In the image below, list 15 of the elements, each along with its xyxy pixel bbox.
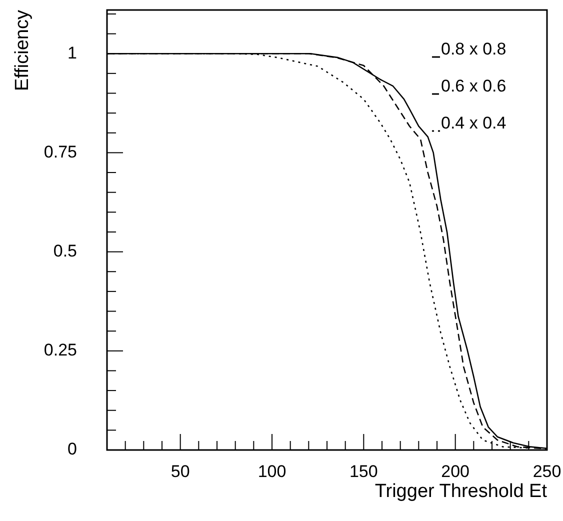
x-tick-label: 150 <box>349 462 378 482</box>
legend-label: 0.8 x 0.8 <box>441 40 506 59</box>
legend-label: 0.6 x 0.6 <box>441 76 506 96</box>
x-tick-label: 250 <box>532 462 562 482</box>
y-tick-label: 0.75 <box>44 142 77 162</box>
y-axis-title: Efficiency <box>12 10 33 91</box>
x-tick-label: 50 <box>170 462 190 482</box>
y-tick-label: 0.5 <box>53 241 77 260</box>
y-tick-label: 0 <box>68 440 77 459</box>
x-tick-label: 100 <box>258 462 286 482</box>
y-tick-label: 1 <box>68 43 77 62</box>
x-axis-title: Trigger Threshold Et <box>374 481 548 502</box>
y-tick-label: 0.25 <box>44 340 77 360</box>
x-tick-label: 200 <box>441 462 470 482</box>
legend-label: 0.4 x 0.4 <box>441 114 506 133</box>
